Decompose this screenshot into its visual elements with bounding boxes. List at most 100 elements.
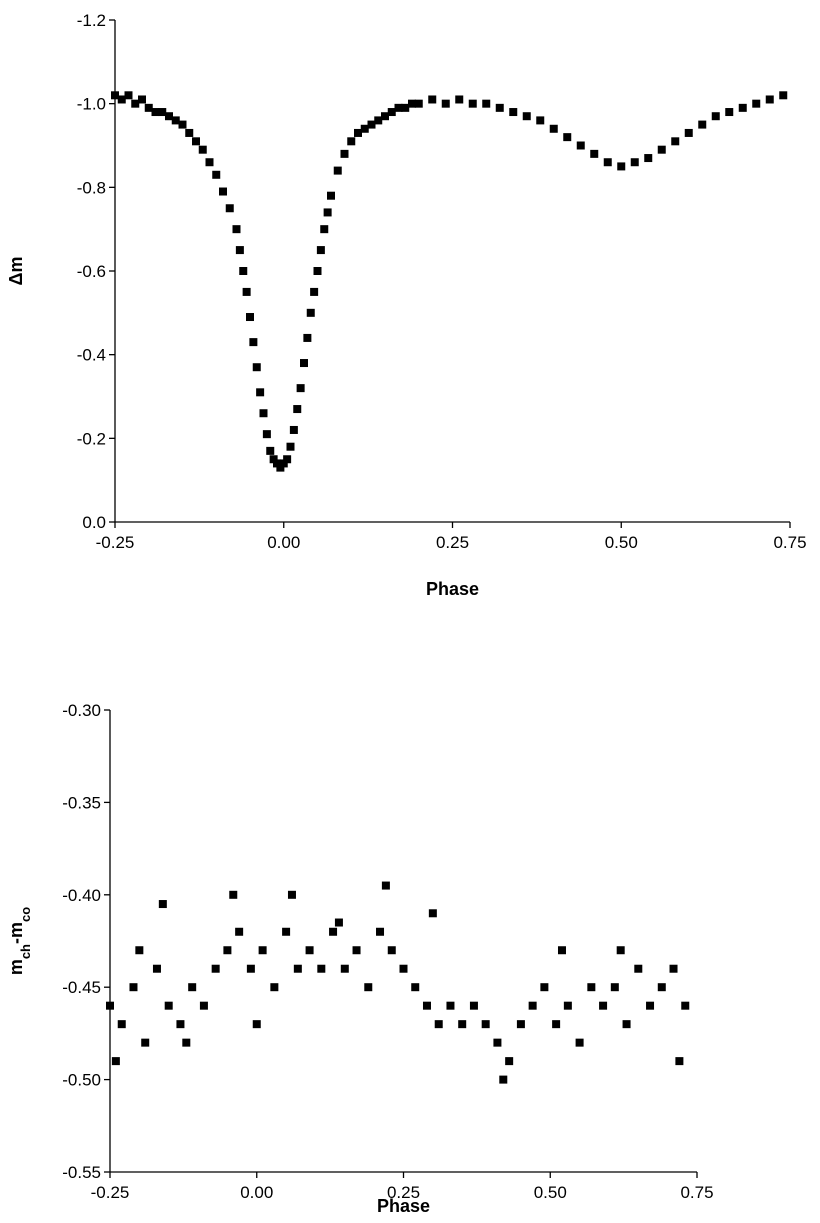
point [634, 964, 643, 973]
point [528, 1001, 537, 1010]
point [229, 890, 238, 899]
point [279, 459, 288, 468]
point [158, 900, 167, 909]
point [198, 145, 207, 154]
point [347, 137, 356, 146]
y-axis-title-part: co [18, 907, 33, 922]
point [590, 149, 599, 158]
point [316, 246, 325, 255]
point [296, 384, 305, 393]
point [286, 442, 295, 451]
plot: -0.55 -0.50 -0.45 -0.40 -0.35 -0.30 -0.25 0.00 0… [6, 701, 714, 1216]
x-tick-label: 0.00 [240, 1183, 273, 1202]
point [287, 890, 296, 899]
point [669, 964, 678, 973]
point [340, 149, 349, 158]
y-tick-label: -0.6 [77, 262, 106, 281]
point [171, 116, 180, 125]
point [211, 964, 220, 973]
point [188, 983, 197, 992]
point [765, 95, 774, 104]
point [219, 187, 227, 196]
point [657, 145, 666, 154]
point [646, 1001, 655, 1010]
point [657, 983, 666, 992]
point [617, 162, 626, 171]
point [367, 120, 376, 129]
point [235, 246, 244, 255]
point [151, 108, 160, 117]
point [616, 946, 625, 955]
point [455, 95, 464, 104]
point [360, 124, 369, 133]
point [603, 158, 612, 167]
point [306, 308, 315, 317]
point [258, 946, 267, 955]
point [671, 137, 680, 146]
point [259, 409, 268, 418]
point [599, 1001, 608, 1010]
point [752, 99, 761, 108]
point [124, 91, 133, 100]
point [310, 287, 319, 296]
x-tick-label: 0.25 [436, 533, 469, 552]
point [516, 1020, 525, 1029]
point [323, 208, 332, 217]
point [262, 430, 271, 439]
y-tick-label: -0.45 [62, 978, 101, 997]
point [141, 1038, 150, 1047]
point [144, 103, 153, 112]
point [610, 983, 619, 992]
point [434, 1020, 443, 1029]
point [381, 112, 389, 121]
x-tick-label: 0.25 [387, 1183, 420, 1202]
point [185, 128, 194, 137]
plot: 0.0 -0.2 -0.4 -0.6 -0.8 -1.0 -1.2 -0.25 0.00 0.25… [6, 11, 807, 599]
point [129, 983, 138, 992]
point [681, 1001, 690, 1010]
y-tick-label: -0.2 [77, 429, 106, 448]
point [399, 964, 408, 973]
point [300, 359, 308, 368]
y-tick-label: -0.55 [62, 1163, 101, 1182]
point [505, 1057, 514, 1066]
point [205, 158, 214, 167]
point [563, 1001, 572, 1010]
point [303, 333, 312, 342]
y-tick-label: 0.0 [82, 513, 106, 532]
point [223, 946, 232, 955]
point [199, 1001, 208, 1010]
point [374, 116, 383, 125]
point [135, 946, 144, 955]
point [408, 99, 416, 108]
point [458, 1020, 467, 1029]
point [482, 99, 491, 108]
point [411, 983, 420, 992]
point [178, 120, 187, 129]
y-axis-title-part: -m [6, 922, 26, 944]
point [352, 946, 361, 955]
y-axis-title: mch-mco [6, 907, 33, 975]
point [192, 137, 200, 146]
y-tick-label: -0.30 [62, 701, 101, 720]
point [738, 103, 747, 112]
point [401, 103, 410, 112]
point [576, 141, 585, 150]
y-tick-label: -1.0 [77, 95, 106, 114]
point [428, 909, 437, 918]
point [428, 95, 437, 104]
point [313, 267, 322, 275]
x-tick-label: 0.50 [534, 1183, 567, 1202]
point [249, 338, 258, 347]
point [441, 99, 450, 108]
point [225, 204, 234, 213]
point [283, 455, 292, 464]
point [212, 170, 221, 179]
point [536, 116, 545, 125]
point [176, 1020, 185, 1029]
point [587, 983, 596, 992]
point [138, 95, 146, 104]
y-tick-label: -0.50 [62, 1071, 101, 1090]
point [106, 1001, 114, 1010]
